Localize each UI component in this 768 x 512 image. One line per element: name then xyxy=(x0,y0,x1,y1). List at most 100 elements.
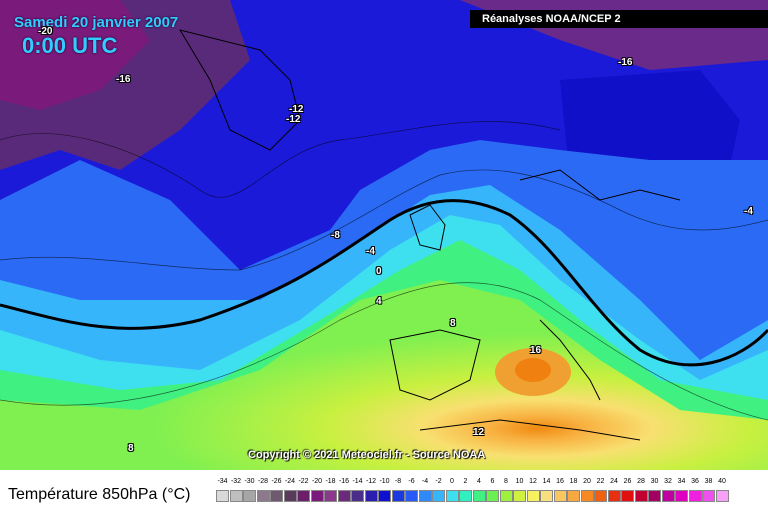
scale-swatch xyxy=(540,490,553,502)
scale-swatch xyxy=(567,490,580,502)
contour-label: -20 xyxy=(38,26,53,37)
warm-peak xyxy=(515,358,551,382)
scale-tick-label: -34 xyxy=(217,478,228,485)
scale-tick-label: -32 xyxy=(230,478,242,485)
scale-swatch xyxy=(472,490,486,502)
scale-tick-label: 30 xyxy=(650,478,659,485)
scale-tick-label: 34 xyxy=(677,478,686,485)
scale-swatch xyxy=(243,490,256,502)
scale-tick-label: -26 xyxy=(271,478,282,485)
scale-tick-label: 20 xyxy=(583,478,591,485)
scale-swatch xyxy=(378,490,391,502)
copyright-notice: Copyright © 2021 Meteociel.fr - Source N… xyxy=(248,449,486,461)
lightblue-band xyxy=(0,185,768,400)
scale-swatch xyxy=(675,490,688,502)
cold-core-greenland xyxy=(0,0,150,110)
scale-swatch xyxy=(715,490,729,502)
scale-tick-label: 24 xyxy=(610,478,618,485)
scale-tick-label: -22 xyxy=(298,478,309,485)
italy-coast xyxy=(539,319,601,401)
scale-tick-label: 32 xyxy=(664,478,672,485)
scale-tick-label: 12 xyxy=(529,478,537,485)
scale-tick-label: -14 xyxy=(352,478,363,485)
contour-label: 16 xyxy=(530,345,542,356)
scale-swatch xyxy=(621,490,634,502)
scale-tick-label: 6 xyxy=(490,478,495,485)
scale-tick-label: -2 xyxy=(435,478,442,485)
scale-tick-label: 16 xyxy=(556,478,564,485)
scandinavia-coast xyxy=(519,169,681,201)
contour-label: -16 xyxy=(618,57,633,68)
scale-swatch xyxy=(391,490,405,502)
map-time: 0:00 UTC xyxy=(22,33,118,58)
scale-tick-label: -18 xyxy=(325,478,336,485)
scale-swatch xyxy=(297,490,310,502)
zero-isotherm xyxy=(0,199,768,367)
scale-tick-label: -30 xyxy=(244,478,255,485)
scale-tick-label: 14 xyxy=(542,478,551,485)
britain-coast xyxy=(409,204,446,251)
scale-tick-label: 28 xyxy=(637,478,645,485)
scale-swatch xyxy=(310,490,324,502)
scale-tick-label: -4 xyxy=(421,478,429,485)
contour-line xyxy=(0,282,768,421)
contour-label: -12 xyxy=(289,104,304,115)
map-date: Samedi 20 janvier 2007 xyxy=(14,14,179,31)
scale-swatch xyxy=(364,490,378,502)
scale-tick-label: 18 xyxy=(569,478,578,485)
scale-tick-label: -8 xyxy=(394,478,402,485)
contour-label: 12 xyxy=(473,427,485,438)
contour-label: -8 xyxy=(331,230,340,241)
scale-tick-label: 22 xyxy=(596,478,605,485)
scale-swatch xyxy=(405,490,418,502)
contour-label: -16 xyxy=(116,74,131,85)
scale-tick-label: -10 xyxy=(379,478,390,485)
contour-label: 8 xyxy=(128,443,134,454)
scale-tick-label: -6 xyxy=(408,478,415,485)
scale-tick-label: 0 xyxy=(450,478,454,485)
scale-tick-label: -16 xyxy=(338,478,350,485)
contour-line xyxy=(0,169,768,271)
scale-tick-label: -28 xyxy=(257,478,269,485)
scale-tick-label: 4 xyxy=(477,478,481,485)
scale-swatch xyxy=(607,490,621,502)
source-label: Réanalyses NOAA/NCEP 2 xyxy=(470,10,768,28)
legend-title: Température 850hPa (°C) xyxy=(8,486,191,503)
scale-tick-label: 8 xyxy=(504,478,508,485)
scale-swatch xyxy=(702,490,715,502)
scale-swatch xyxy=(634,490,648,502)
contour-line xyxy=(0,121,561,198)
scale-swatch xyxy=(486,490,499,502)
africa-coast xyxy=(419,419,641,441)
contour-label: 4 xyxy=(376,296,382,307)
scale-swatch xyxy=(499,490,513,502)
scale-swatch xyxy=(283,490,297,502)
scale-swatch xyxy=(553,490,567,502)
contour-label: 8 xyxy=(450,318,456,329)
scale-tick-label: 2 xyxy=(463,478,468,485)
scale-tick-label: 40 xyxy=(718,478,726,485)
scale-swatch xyxy=(526,490,540,502)
scale-swatch xyxy=(351,490,364,502)
temperature-map xyxy=(0,0,768,470)
contour-label: -4 xyxy=(744,206,753,217)
scale-swatch xyxy=(270,490,283,502)
scale-swatch xyxy=(661,490,675,502)
scale-swatch xyxy=(337,490,351,502)
contour-label: 0 xyxy=(376,266,382,277)
scale-tick-label: 38 xyxy=(704,478,713,485)
scale-tick-label: 36 xyxy=(691,478,699,485)
scale-swatch xyxy=(229,490,243,502)
scale-swatch xyxy=(445,490,459,502)
contour-label: -4 xyxy=(366,246,375,257)
scale-swatch xyxy=(648,490,661,502)
scale-swatch xyxy=(418,490,432,502)
scale-tick-label: -24 xyxy=(284,478,296,485)
greenland-coast xyxy=(178,29,301,151)
scale-swatch xyxy=(594,490,607,502)
scale-swatch xyxy=(432,490,445,502)
iberia-coast xyxy=(389,329,481,401)
scale-tick-label: -12 xyxy=(365,478,377,485)
scale-swatch xyxy=(580,490,594,502)
